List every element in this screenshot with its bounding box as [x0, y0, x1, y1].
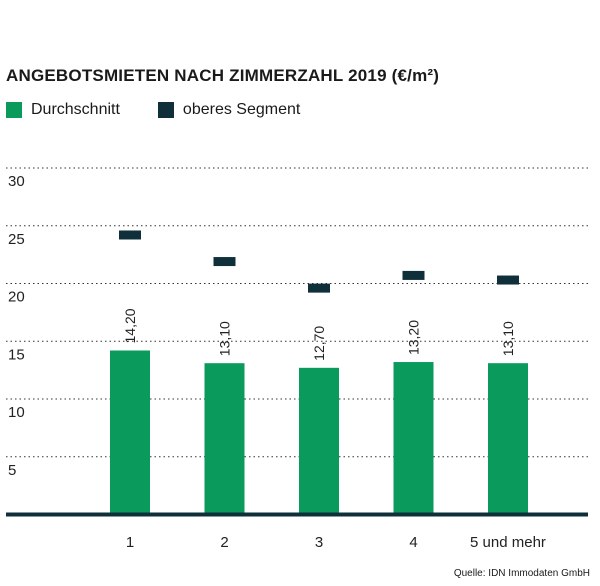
- bar-durchschnitt-2: [204, 363, 245, 515]
- bar-durchschnitt-1: [110, 350, 150, 515]
- source-note: Quelle: IDN Immodaten GmbH: [453, 568, 590, 579]
- bar-durchschnitt-5: [488, 363, 528, 515]
- y-tick-label-25: 25: [8, 231, 25, 248]
- marker-oberes-segment-4: [402, 270, 425, 280]
- chart-title: ANGEBOTSMIETEN NACH ZIMMERZAHL 2019 (€/m…: [6, 66, 440, 85]
- data-label-durchschnitt-5: 13,10: [500, 321, 516, 356]
- legend: Durchschnitt oberes Segment: [6, 101, 338, 119]
- marker-oberes-segment-2: [213, 257, 236, 267]
- x-tick-label-5: 5 und mehr: [470, 534, 546, 551]
- data-label-durchschnitt-3: 12,70: [311, 326, 327, 361]
- marker-oberes-segment-3: [308, 283, 330, 293]
- y-tick-label-30: 30: [8, 173, 25, 190]
- y-tick-label-20: 20: [8, 289, 25, 306]
- x-tick-label-2: 2: [220, 534, 228, 551]
- legend-label-durchschnitt: Durchschnitt: [31, 101, 120, 118]
- legend-label-oberes-segment: oberes Segment: [182, 101, 301, 118]
- x-tick-label-1: 1: [126, 534, 134, 551]
- x-tick-label-3: 3: [315, 534, 323, 551]
- y-tick-label-15: 15: [8, 346, 25, 363]
- bar-durchschnitt-4: [393, 362, 434, 515]
- legend-swatch-oberes-segment: [157, 102, 174, 118]
- bar-durchschnitt-3: [299, 367, 339, 515]
- legend-item-durchschnitt: Durchschnitt: [6, 101, 120, 119]
- y-tick-label-5: 5: [8, 462, 16, 479]
- data-label-durchschnitt-1: 14,20: [122, 308, 138, 343]
- x-tick-label-4: 4: [409, 534, 417, 551]
- legend-swatch-durchschnitt: [6, 102, 22, 118]
- legend-item-oberes-segment: oberes Segment: [157, 101, 301, 119]
- marker-oberes-segment-5: [497, 275, 519, 285]
- marker-oberes-segment-1: [119, 230, 141, 240]
- data-label-durchschnitt-2: 13,10: [217, 321, 233, 356]
- data-label-durchschnitt-4: 13,20: [406, 320, 422, 355]
- y-tick-label-10: 10: [8, 404, 25, 421]
